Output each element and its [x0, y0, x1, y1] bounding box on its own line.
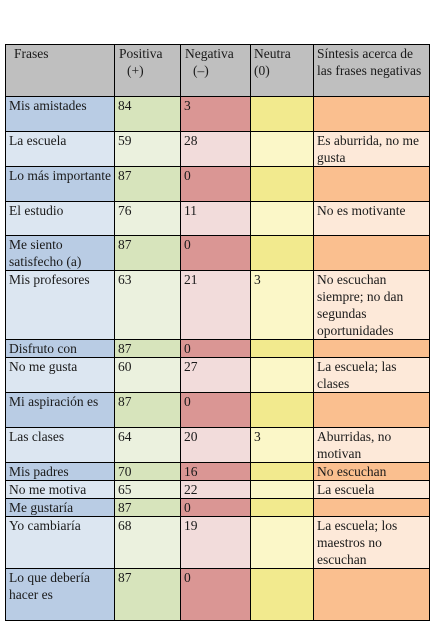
- table-row: Yo cambiaría 68 19 La escuela; los maestros…: [5, 516, 430, 569]
- cell-frase: Me siento satisfecho (a): [5, 235, 115, 271]
- cell-negativa: 16: [180, 462, 251, 481]
- cell-neutra: 3: [250, 270, 314, 340]
- header-neutra: Neutra (0): [250, 44, 314, 97]
- cell-negativa: 0: [180, 166, 251, 202]
- cell-negativa: 3: [180, 96, 251, 132]
- cell-positiva: 87: [114, 235, 181, 271]
- cell-positiva: 65: [114, 480, 181, 499]
- cell-positiva: 87: [114, 339, 181, 358]
- cell-sintesis: La escuela: [313, 480, 430, 499]
- cell-sintesis: La escuela; los maestros no escuchan: [313, 516, 430, 569]
- cell-neutra: [250, 339, 314, 358]
- cell-sintesis: Es aburrida, no me gusta: [313, 131, 430, 167]
- table-row: Me gustaría 87 0: [5, 498, 430, 517]
- cell-frase: No me motiva: [5, 480, 115, 499]
- table-row: No me gusta 60 27 La escuela; las clases: [5, 357, 430, 393]
- cell-negativa: 20: [180, 427, 251, 463]
- cell-frase: Disfruto con: [5, 339, 115, 358]
- cell-neutra: [250, 462, 314, 481]
- cell-neutra: [250, 480, 314, 499]
- table-row: Lo más importante 87 0: [5, 166, 430, 202]
- cell-sintesis: [313, 339, 430, 358]
- cell-neutra: [250, 498, 314, 517]
- cell-frase: Las clases: [5, 427, 115, 463]
- cell-frase: Mis amistades: [5, 96, 115, 132]
- cell-negativa: 22: [180, 480, 251, 499]
- header-positiva: Positiva (+): [114, 44, 181, 97]
- cell-frase: Mis profesores: [5, 270, 115, 340]
- cell-sintesis: No es motivante: [313, 201, 430, 236]
- cell-sintesis: La escuela; las clases: [313, 357, 430, 393]
- cell-positiva: 87: [114, 568, 181, 621]
- cell-frase: Lo más importante: [5, 166, 115, 202]
- cell-negativa: 21: [180, 270, 251, 340]
- cell-sintesis: [313, 235, 430, 271]
- cell-negativa: 0: [180, 339, 251, 358]
- cell-frase: No me gusta: [5, 357, 115, 393]
- cell-positiva: 70: [114, 462, 181, 481]
- cell-neutra: [250, 96, 314, 132]
- cell-negativa: 0: [180, 392, 251, 428]
- cell-frase: El estudio: [5, 201, 115, 236]
- cell-neutra: [250, 392, 314, 428]
- cell-neutra: [250, 357, 314, 393]
- cell-frase: La escuela: [5, 131, 115, 167]
- table-row: Lo que debería hacer es 87 0: [5, 568, 430, 621]
- cell-positiva: 64: [114, 427, 181, 463]
- cell-sintesis: [313, 96, 430, 132]
- cell-sintesis: [313, 166, 430, 202]
- cell-frase: Mis padres: [5, 462, 115, 481]
- cell-positiva: 60: [114, 357, 181, 393]
- cell-neutra: [250, 235, 314, 271]
- table-row: Mis padres 70 16 No escuchan: [5, 462, 430, 481]
- cell-sintesis: Aburridas, no motivan: [313, 427, 430, 463]
- cell-sintesis: [313, 568, 430, 621]
- cell-positiva: 59: [114, 131, 181, 167]
- cell-neutra: [250, 166, 314, 202]
- cell-positiva: 76: [114, 201, 181, 236]
- cell-sintesis: [313, 392, 430, 428]
- header-frases: Frases: [5, 44, 115, 97]
- table-row: Mis profesores 63 21 3 No escuchan siempre; …: [5, 270, 430, 340]
- cell-positiva: 87: [114, 498, 181, 517]
- cell-neutra: [250, 131, 314, 167]
- cell-frase: Yo cambiaría: [5, 516, 115, 569]
- cell-neutra: [250, 568, 314, 621]
- cell-positiva: 87: [114, 392, 181, 428]
- cell-negativa: 0: [180, 235, 251, 271]
- cell-negativa: 11: [180, 201, 251, 236]
- table-row: Me siento satisfecho (a) 87 0: [5, 235, 430, 271]
- cell-positiva: 68: [114, 516, 181, 569]
- cell-negativa: 27: [180, 357, 251, 393]
- header-sintesis: Síntesis acerca de las frases negativas: [313, 44, 430, 97]
- cell-frase: Me gustaría: [5, 498, 115, 517]
- cell-negativa: 0: [180, 498, 251, 517]
- cell-sintesis: No escuchan siempre; no dan segundas opo…: [313, 270, 430, 340]
- cell-neutra: [250, 516, 314, 569]
- cell-positiva: 84: [114, 96, 181, 132]
- cell-sintesis: [313, 498, 430, 517]
- cell-positiva: 63: [114, 270, 181, 340]
- cell-frase: Lo que debería hacer es: [5, 568, 115, 621]
- header-negativa: Negativa (–): [180, 44, 251, 97]
- table-row: Disfruto con 87 0: [5, 339, 430, 358]
- cell-negativa: 19: [180, 516, 251, 569]
- cell-neutra: [250, 201, 314, 236]
- table-row: Mis amistades 84 3: [5, 96, 430, 132]
- header-row: Frases Positiva (+) Negativa (–) Neutra (0)…: [5, 44, 430, 97]
- phrases-table: Frases Positiva (+) Negativa (–) Neutra (0)…: [5, 44, 430, 621]
- table-row: La escuela 59 28 Es aburrida, no me gusta: [5, 131, 430, 167]
- table-row: Las clases 64 20 3 Aburridas, no motivan: [5, 427, 430, 463]
- cell-negativa: 28: [180, 131, 251, 167]
- cell-frase: Mi aspiración es: [5, 392, 115, 428]
- cell-neutra: 3: [250, 427, 314, 463]
- table-row: No me motiva 65 22 La escuela: [5, 480, 430, 499]
- cell-negativa: 0: [180, 568, 251, 621]
- cell-sintesis: No escuchan: [313, 462, 430, 481]
- table-row: El estudio 76 11 No es motivante: [5, 201, 430, 236]
- table-row: Mi aspiración es 87 0: [5, 392, 430, 428]
- cell-positiva: 87: [114, 166, 181, 202]
